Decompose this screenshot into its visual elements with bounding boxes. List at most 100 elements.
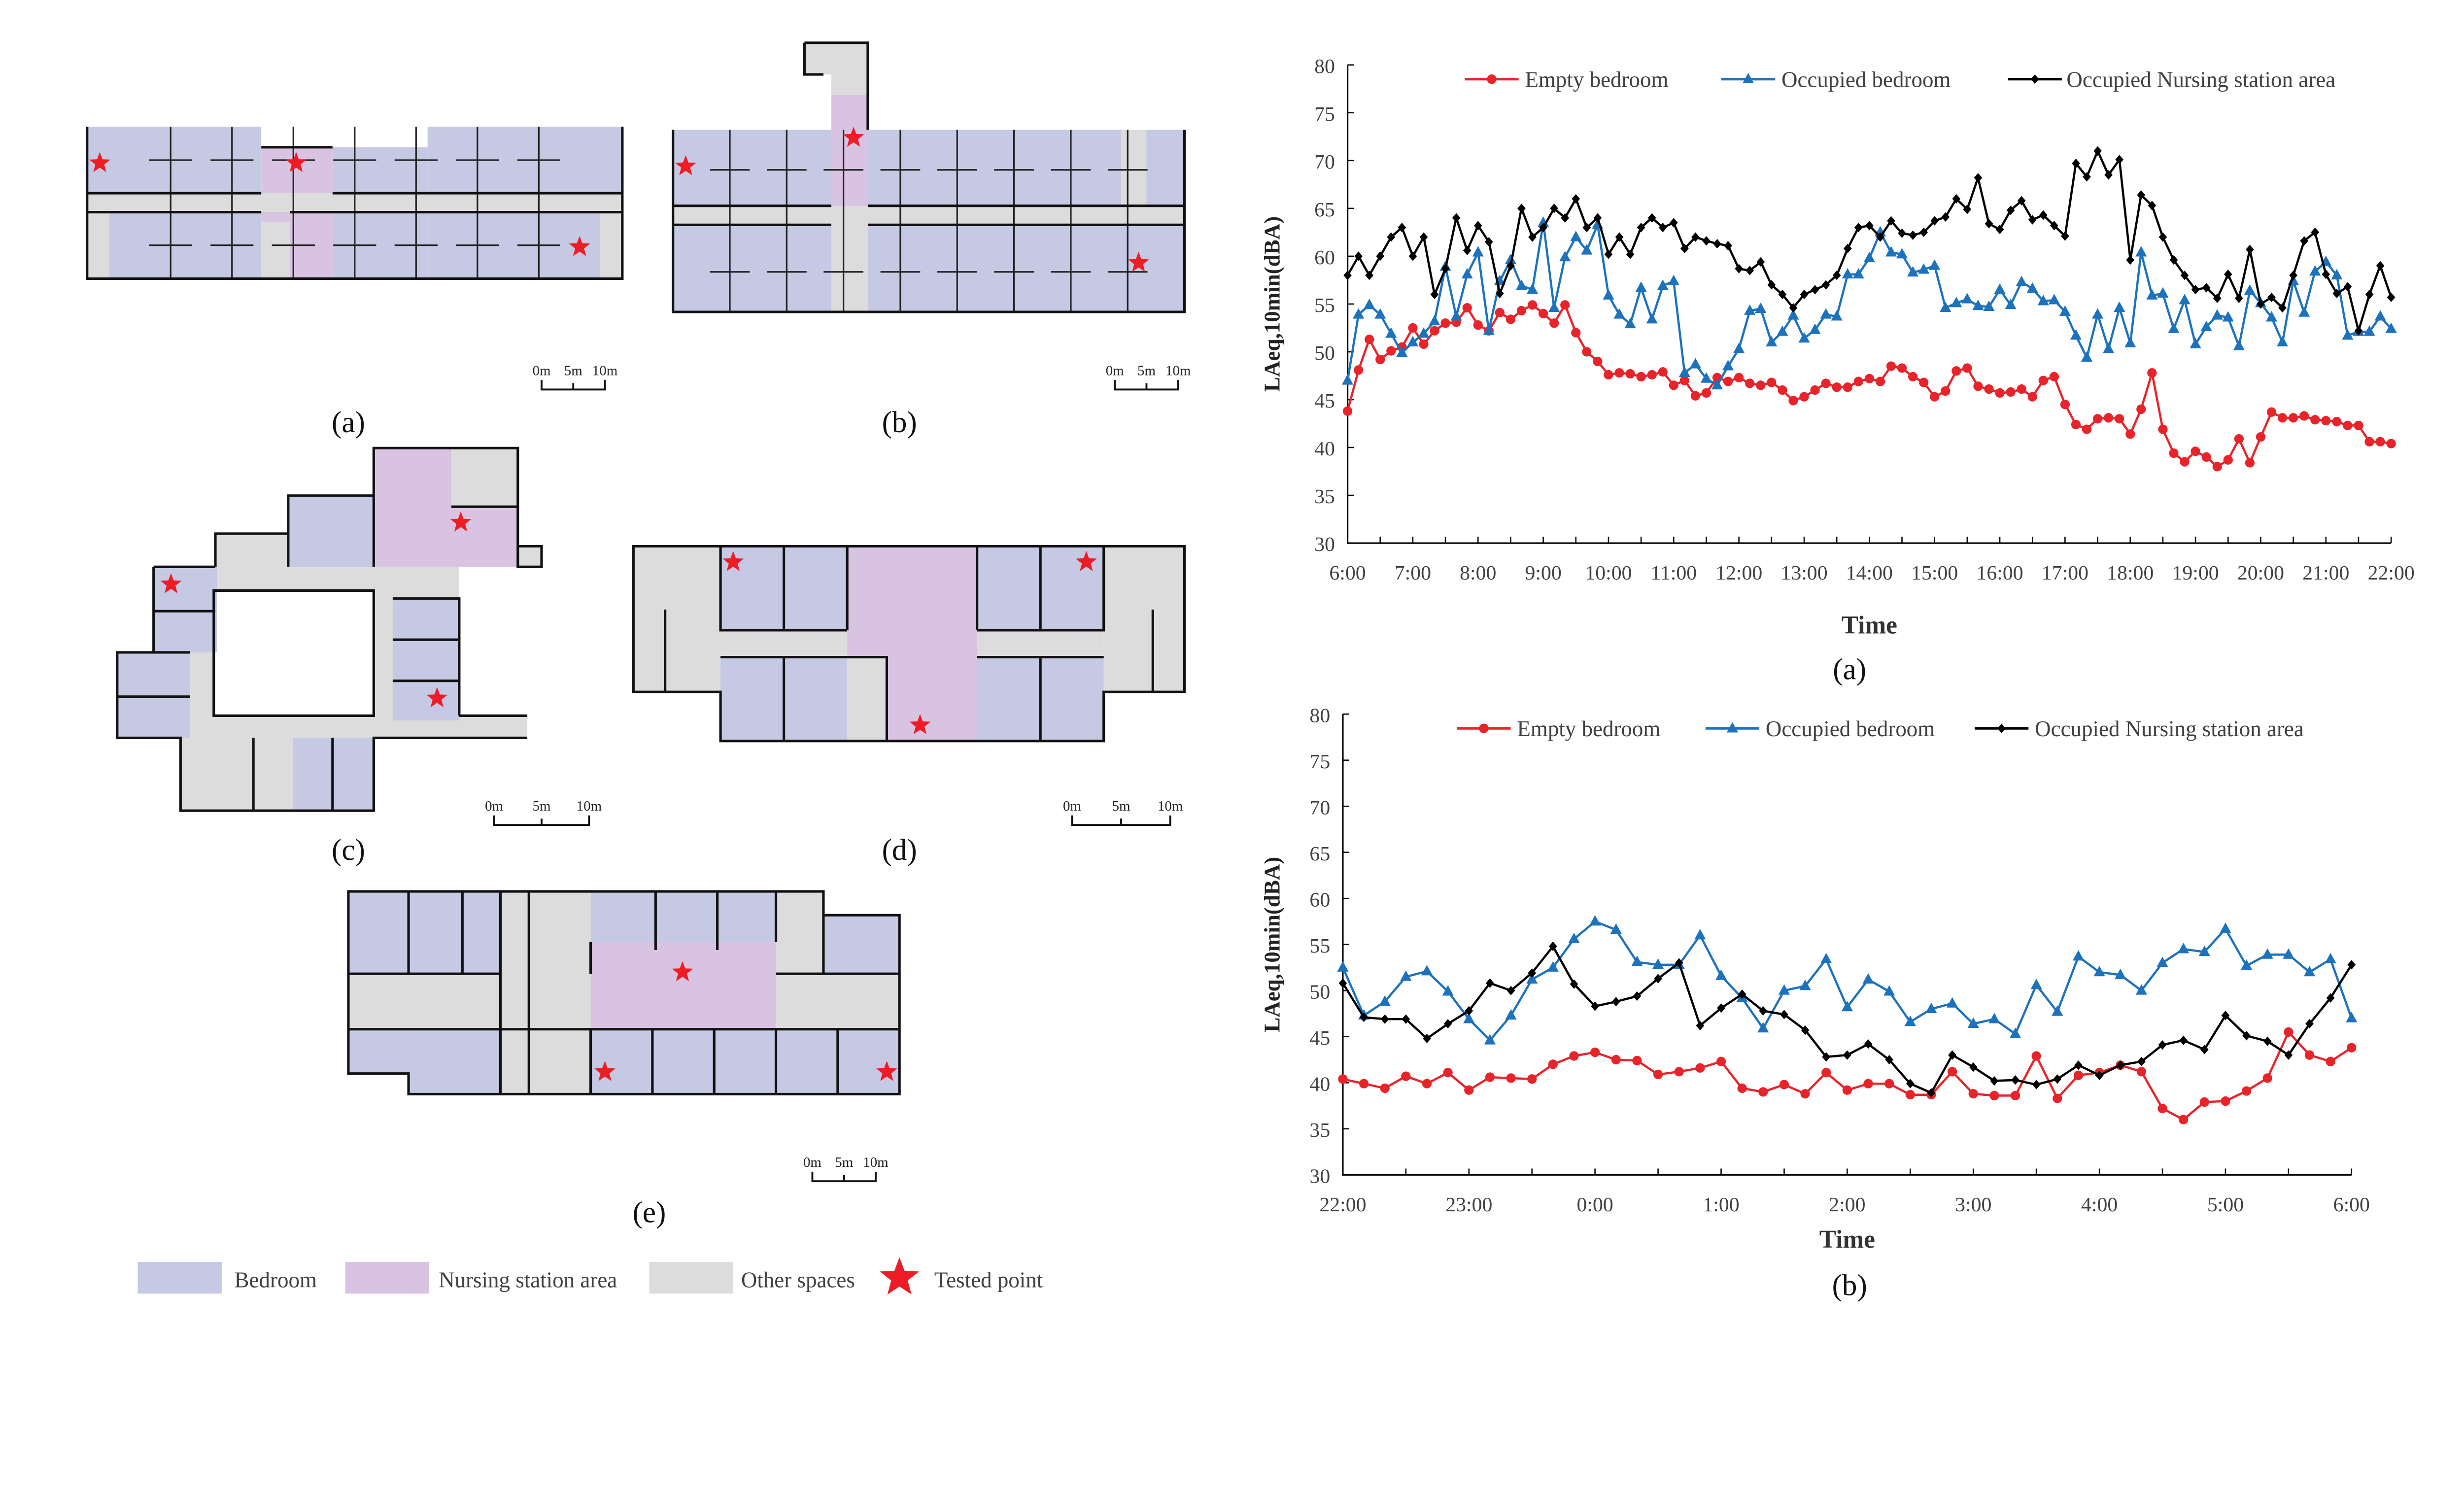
data-point-triangle (1700, 372, 1712, 383)
data-point-diamond (2083, 172, 2091, 182)
data-point-triangle (1940, 301, 1951, 312)
data-point-diamond (1611, 997, 1620, 1007)
data-point-circle (2027, 392, 2037, 402)
data-point-circle (2223, 455, 2233, 465)
data-point-circle (1897, 363, 1907, 373)
data-point-triangle (2048, 294, 2060, 305)
legend-label: Empty bedroom (1525, 68, 1668, 92)
scale-label: 5m (835, 1155, 853, 1170)
data-point-circle (1419, 339, 1429, 349)
stairwell (1121, 130, 1147, 206)
data-point-triangle (1603, 289, 1614, 300)
data-point-circle (1527, 300, 1538, 310)
y-axis-title: LAeq,10min(dBA) (1260, 216, 1284, 392)
data-point-diamond (1604, 249, 1613, 259)
data-point-diamond (1633, 991, 1642, 1001)
y-tick-label: 70 (1314, 151, 1335, 173)
data-point-triangle (2157, 287, 2169, 298)
data-point-diamond (2284, 1050, 2293, 1060)
y-tick-label: 75 (1314, 103, 1335, 126)
walls (347, 890, 901, 1095)
data-point-diamond (1963, 204, 1972, 214)
data-point-triangle (1548, 301, 1560, 312)
data-point-triangle (2030, 979, 2042, 989)
data-point-triangle (2190, 338, 2201, 348)
data-point-diamond (1756, 257, 1765, 267)
data-point-diamond (1441, 264, 1450, 273)
data-point-diamond (1997, 723, 2006, 733)
data-point-diamond (1626, 249, 1635, 259)
data-point-circle (1569, 1051, 1579, 1061)
data-point-circle (2071, 419, 2081, 430)
data-point-diamond (1398, 223, 1406, 233)
data-point-circle (1647, 370, 1657, 380)
data-point-triangle (1472, 246, 1484, 257)
tested-point-star-icon (426, 687, 448, 708)
data-point-triangle (1613, 308, 1625, 319)
data-point-circle (2343, 420, 2353, 431)
data-point-triangle (2363, 325, 2375, 336)
data-point-triangle (1925, 1002, 1937, 1014)
other-room (180, 738, 293, 811)
data-point-diamond (2322, 270, 2330, 279)
tested-point-star-icon (876, 1060, 898, 1081)
data-point-triangle (1787, 309, 1799, 320)
data-point-triangle (2325, 952, 2336, 964)
scale-bar-d: 0m 5m 10m (1063, 798, 1183, 826)
data-point-triangle (2005, 299, 2017, 309)
data-point-triangle (1568, 932, 1580, 943)
data-point-triangle (1715, 969, 1727, 980)
scale-label: 5m (532, 798, 550, 814)
stairwell (776, 891, 823, 974)
data-point-diamond (1724, 240, 1732, 251)
data-point-triangle (1450, 310, 1462, 321)
data-point-diamond (2039, 210, 2048, 220)
data-point-triangle (1742, 72, 1754, 84)
data-point-circle (1614, 368, 1624, 378)
data-point-triangle (1757, 1022, 1769, 1033)
data-point-diamond (1443, 1019, 1452, 1029)
data-point-triangle (2261, 948, 2273, 959)
data-point-circle (1758, 1087, 1768, 1097)
data-point-triangle (2156, 956, 2168, 967)
data-point-triangle (2092, 308, 2104, 319)
scale-label: 10m (1165, 363, 1191, 379)
scale-label: 10m (592, 363, 618, 379)
data-point-circle (1756, 380, 1766, 390)
data-point-circle (1788, 396, 1798, 406)
walls (86, 127, 624, 280)
data-point-triangle (1526, 973, 1538, 984)
data-point-triangle (1689, 358, 1701, 369)
data-point-triangle (1379, 995, 1391, 1006)
data-point-circle (1495, 307, 1505, 318)
data-point-circle (1984, 384, 1994, 394)
data-point-triangle (1947, 997, 1958, 1008)
data-point-circle (1853, 376, 1863, 386)
other-room (1103, 546, 1185, 692)
legend-label-bedroom: Bedroom (235, 1267, 317, 1292)
data-point-diamond (2137, 1056, 2146, 1066)
data-point-circle (1422, 1079, 1432, 1088)
data-point-diamond (1423, 1033, 1431, 1044)
data-point-triangle (2052, 1005, 2063, 1016)
data-point-diamond (2093, 146, 2102, 156)
data-point-circle (1353, 365, 1364, 375)
line-chart-b: 30 35 40 45 50 55 60 65 70 75 80 22:00 23:00 0:00 1:00… (1260, 704, 2370, 1302)
data-point-circle (1338, 1074, 1348, 1084)
data-point-circle (1485, 1072, 1495, 1082)
data-point-circle (2201, 452, 2211, 462)
data-point-diamond (1380, 1014, 1389, 1024)
other-room (633, 546, 721, 692)
data-point-circle (2073, 1070, 2084, 1080)
tested-point-star-icon (569, 236, 590, 256)
data-point-diamond (1800, 289, 1809, 300)
data-point-circle (2266, 407, 2277, 417)
data-point-diamond (2028, 215, 2037, 225)
data-point-triangle (1337, 961, 1349, 972)
x-tick-label: 15:00 (1911, 562, 1958, 584)
data-point-triangle (2179, 294, 2190, 305)
data-point-triangle (1918, 263, 1930, 274)
data-point-triangle (1505, 253, 1517, 265)
data-point-triangle (2072, 950, 2085, 961)
data-point-diamond (1995, 224, 2004, 235)
